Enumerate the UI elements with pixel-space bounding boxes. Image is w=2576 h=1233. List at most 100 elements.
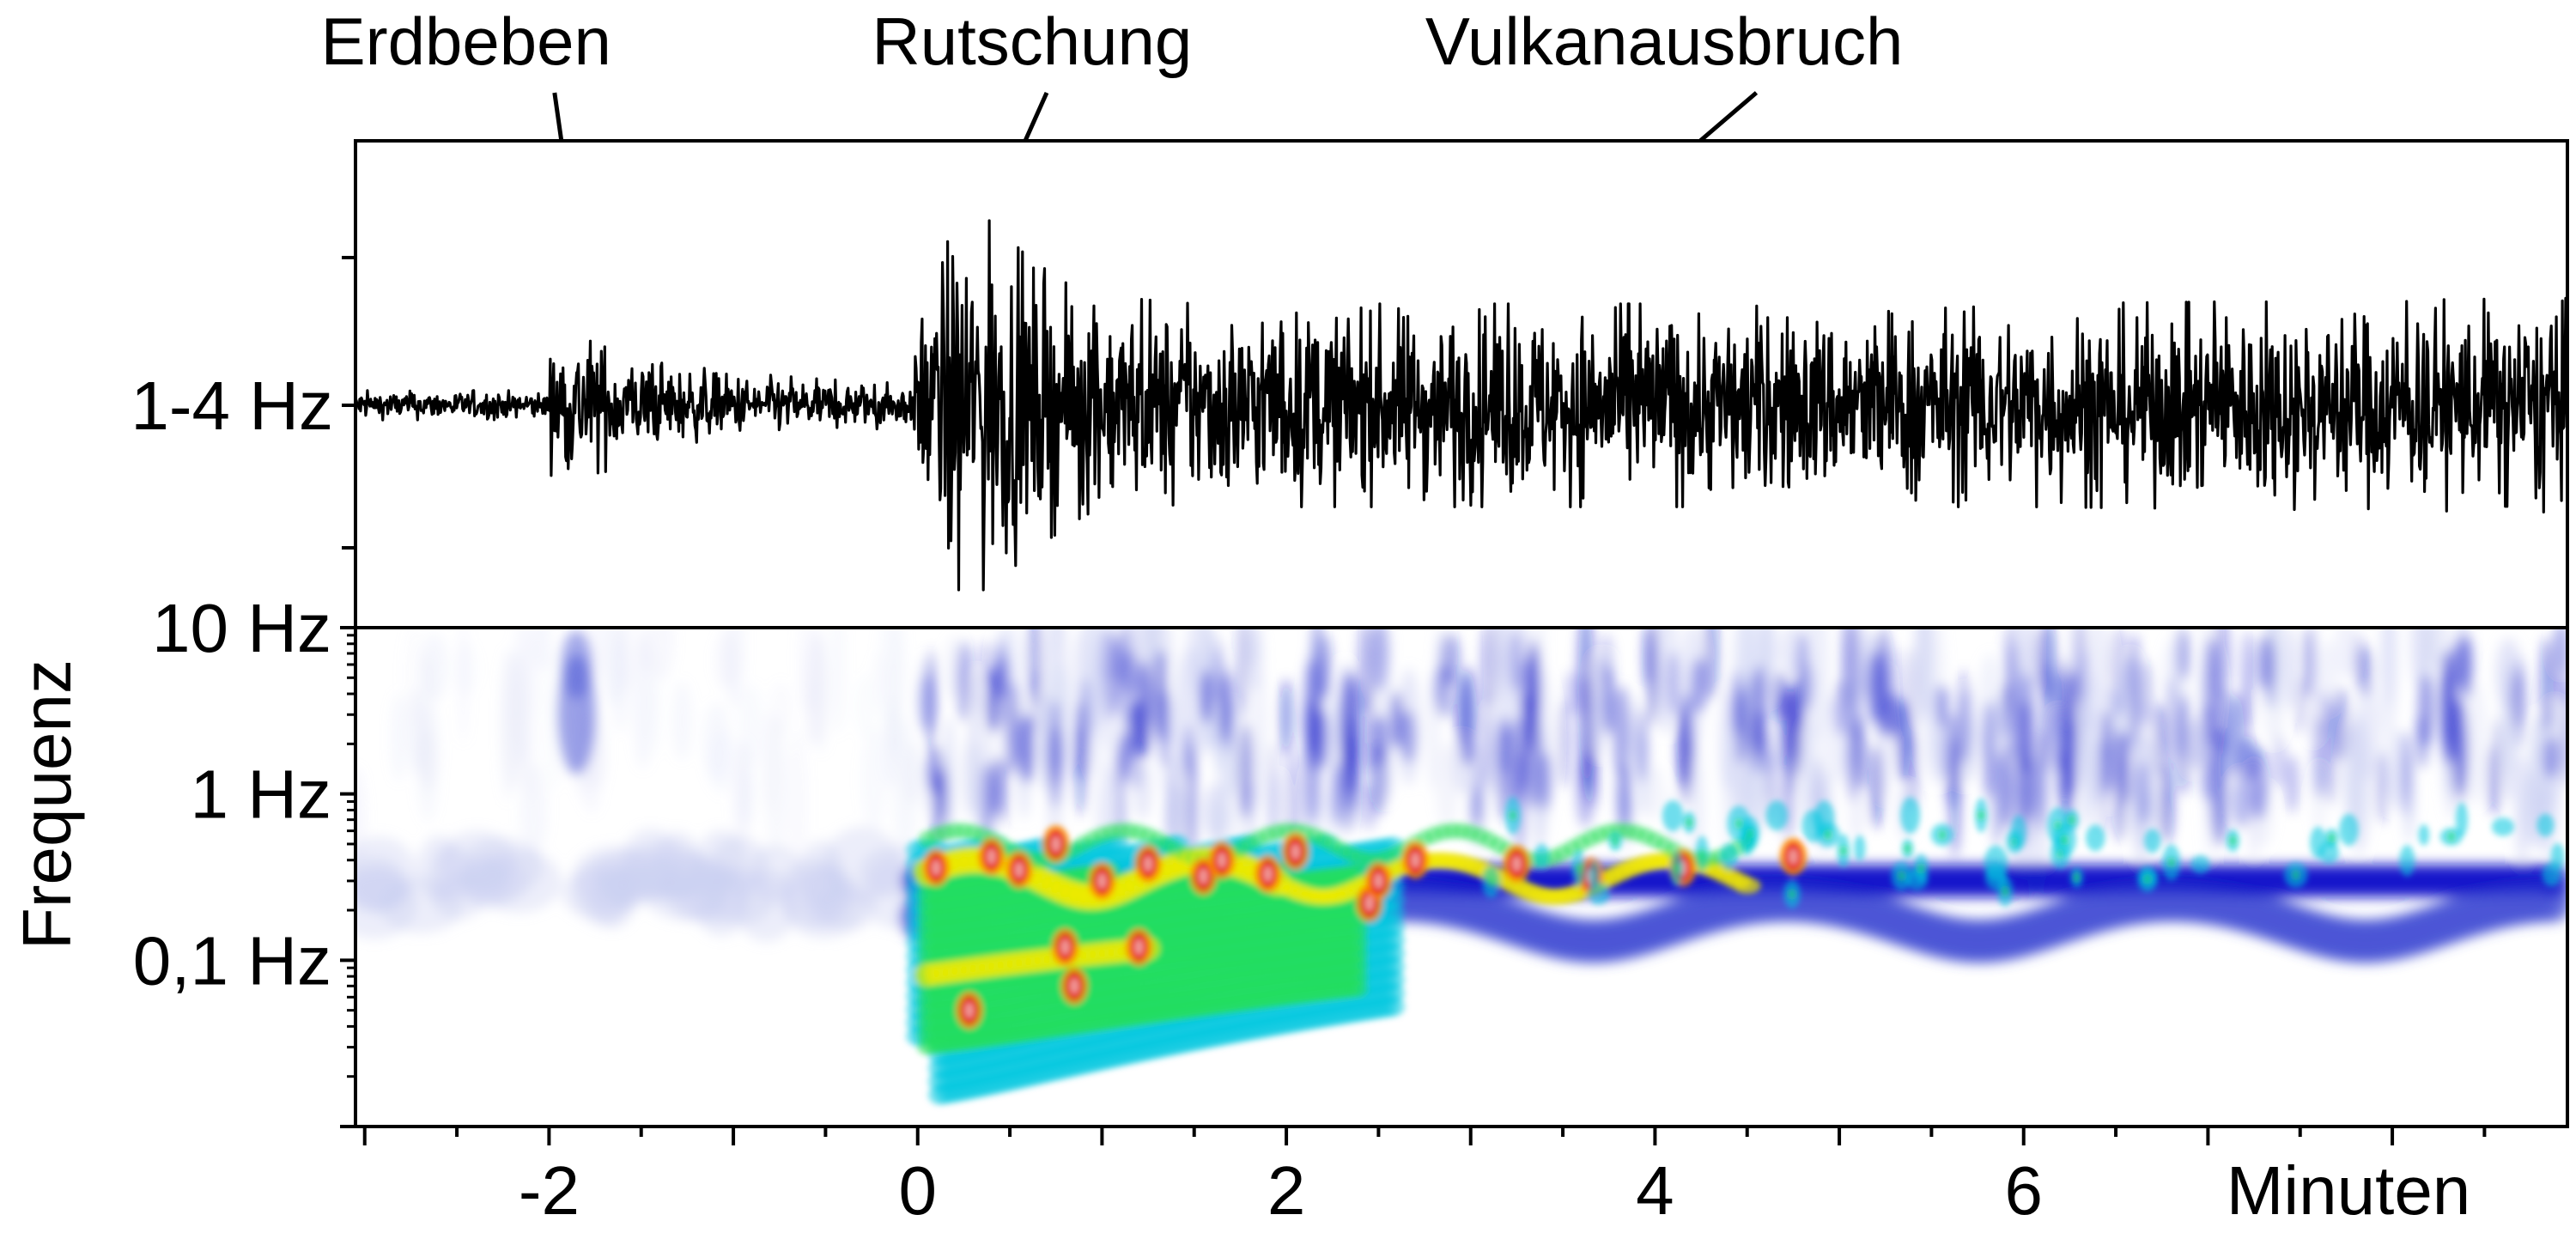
spectrogram-energy-blob [1898, 871, 1905, 882]
spectrogram-energy-blob [1666, 651, 1680, 718]
frequency-axis-ticks [340, 626, 355, 1128]
spectrogram-energy-blob [1906, 733, 1919, 811]
spectrogram-energy-blob [1100, 629, 1116, 723]
spectrogram-energy-blob [787, 728, 808, 879]
spectrogram-panel: 10 Hz 1 Hz 0,1 Hz Frequenz [9, 590, 2569, 1128]
spectrogram-energy-blob [1686, 817, 1693, 828]
spectrogram-energy-blob [2129, 633, 2140, 746]
spectrogram-energy-blob [1200, 669, 1213, 725]
spectrogram-energy-blob [927, 648, 936, 756]
spectrogram-energy-blob [1936, 683, 1947, 729]
spectrogram-energy-blob [2399, 845, 2415, 877]
spectrogram-energy-blob [1643, 765, 1665, 819]
spectrogram-energy-blob [355, 856, 407, 914]
spectrogram-energy-blob [1097, 872, 1107, 889]
spectrogram-energy-blob [2143, 873, 2151, 884]
trace-band-label: 1-4 Hz [131, 367, 333, 444]
spectrogram-energy-blob [2250, 746, 2269, 821]
spectrogram-energy-blob [1182, 724, 1195, 782]
frequency-tick-label: 1 Hz [191, 756, 332, 833]
spectrogram-energy-blob [983, 669, 1001, 735]
spectrogram-energy-blob [2400, 729, 2412, 817]
spectrogram-energy-blob [1374, 872, 1383, 889]
spectrogram-energy-blob [1217, 852, 1226, 868]
spectrogram-energy-blob [1372, 714, 1388, 767]
spectrogram-energy-blob [1370, 628, 1389, 691]
spectrogram-energy-blob [2334, 628, 2359, 679]
spectrogram-energy-blob [1735, 818, 1743, 829]
spectrogram-energy-blob [1534, 843, 1550, 869]
spectrogram-energy-blob [747, 845, 804, 902]
spectrogram-energy-blob [2339, 813, 2359, 847]
spectrogram-energy-blob [2302, 628, 2315, 699]
time-axis-labels: -2 0 2 4 6 [519, 1152, 2043, 1229]
spectrogram-energy-blob [1508, 716, 1526, 806]
spectrogram-energy-blob [1144, 856, 1153, 872]
spectrogram-energy-blob [1006, 680, 1022, 774]
spectrogram-energy-blob [1389, 690, 1403, 750]
spectrogram-energy-blob [1121, 650, 1139, 698]
seismogram-y-ticks [342, 256, 355, 550]
spectrogram-energy-blob [1471, 784, 1482, 830]
annotation-label-erdbeben: Erdbeben [321, 3, 611, 79]
spectrogram-energy-blob [1612, 685, 1631, 778]
spectrogram-energy-blob [854, 675, 878, 738]
spectrogram-energy-blob [1509, 810, 1516, 821]
spectrogram-energy-blob [2178, 628, 2190, 681]
spectrogram-energy-blob [1777, 688, 1795, 778]
spectrogram-energy-blob [2455, 802, 2469, 837]
spectrogram-energy-blob [1904, 647, 1918, 755]
spectrogram-energy-blob [1358, 628, 1375, 715]
spectrogram-energy-blob [1978, 810, 1985, 821]
spectrogram-energy-blob [1904, 843, 1911, 854]
spectrogram-energy-blob [1538, 751, 1552, 811]
spectrogram-energy-blob [649, 628, 675, 681]
spectrogram-energy-blob [1237, 628, 1249, 722]
spectrogram-energy-blob [2418, 824, 2430, 846]
spectrogram-energy-blob [1765, 800, 1789, 831]
spectrogram-energy-blob [1900, 797, 1921, 834]
spectrogram-energy-blob [1915, 628, 1931, 724]
spectrogram-energy-blob [1803, 628, 1829, 741]
spectrogram-energy-blob [1046, 724, 1065, 787]
spectrogram-energy-blob [1575, 863, 1583, 874]
spectrogram-energy-blob [1698, 848, 1706, 859]
spectrogram-energy-blob [957, 640, 973, 723]
spectrogram-energy-blob [2167, 857, 2175, 868]
frequency-axis-title: Frequenz [9, 659, 85, 950]
spectrogram-energy-blob [1166, 756, 1177, 860]
spectrogram-energy-blob [1263, 866, 1273, 882]
spectrogram-energy-blob [1238, 722, 1254, 820]
spectrogram-energy-blob [1636, 708, 1648, 784]
spectrogram-energy-blob [2011, 815, 2026, 850]
spectrogram-energy-blob [1788, 889, 1795, 900]
spectrogram-energy-blob [2177, 693, 2190, 796]
spectrogram-energy-blob [454, 641, 477, 695]
spectrogram-energy-blob [1824, 829, 1832, 841]
spectrogram-energy-blob [2540, 636, 2554, 733]
spectrogram-energy-blob [1690, 657, 1707, 714]
spectrogram-energy-blob [1400, 709, 1416, 764]
spectrogram-energy-blob [1245, 628, 1261, 670]
spectrogram-energy-blob [882, 697, 903, 755]
spectrogram-energy-blob [1341, 674, 1361, 795]
spectrogram-energy-blob [2003, 628, 2016, 718]
spectrogram-energy-blob [2543, 735, 2559, 780]
spectrogram-energy-blob [2118, 732, 2135, 805]
spectrogram-energy-blob [2486, 745, 2499, 815]
spectrogram-energy-blob [2447, 831, 2455, 842]
spectrogram-energy-blob [1060, 938, 1070, 955]
spectrogram-energy-blob [1984, 845, 2008, 882]
spectrogram-energy-blob [1789, 848, 1798, 865]
spectrogram-energy-blob [2087, 628, 2110, 698]
spectrogram-energy-blob [1564, 671, 1580, 716]
spectrogram-energy-blob [2542, 862, 2561, 887]
spectrogram-energy-blob [1487, 877, 1495, 888]
spectrogram-energy-blob [964, 1002, 974, 1018]
spectrogram-energy-blob [640, 628, 652, 673]
spectrogram-energy-blob [2159, 763, 2174, 844]
spectrogram-energy-blob [1662, 800, 1684, 832]
spectrogram-energy-blob [1576, 755, 1595, 828]
spectrogram-energy-blob [1495, 714, 1514, 823]
spectrogram-energy-blob [966, 720, 981, 814]
